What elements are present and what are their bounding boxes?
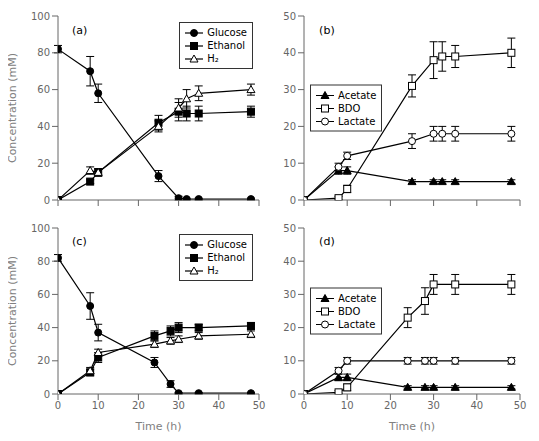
html-text:(a): (a) xyxy=(72,24,88,38)
svg-text:30: 30 xyxy=(283,289,296,300)
svg-text:0: 0 xyxy=(44,389,50,400)
html-text:(b): (b) xyxy=(319,24,335,38)
html-text:BDO: BDO xyxy=(338,305,361,317)
svg-text:Concentration (mM): Concentration (mM) xyxy=(8,256,19,366)
svg-text:60: 60 xyxy=(37,289,50,300)
svg-text:20: 20 xyxy=(283,322,296,333)
svg-text:100: 100 xyxy=(31,11,50,22)
svg-text:40: 40 xyxy=(470,400,483,411)
svg-text:20: 20 xyxy=(37,355,50,366)
html-text:Glucose: Glucose xyxy=(207,27,247,38)
html-text:(d): (d) xyxy=(319,235,335,249)
svg-text:80: 80 xyxy=(37,256,50,267)
svg-text:30: 30 xyxy=(172,400,185,411)
svg-text:0: 0 xyxy=(44,195,50,206)
svg-text:20: 20 xyxy=(384,400,397,411)
svg-text:0: 0 xyxy=(290,389,296,400)
svg-text:40: 40 xyxy=(212,400,225,411)
svg-text:30: 30 xyxy=(283,84,296,95)
svg-text:10: 10 xyxy=(341,400,354,411)
svg-text:10: 10 xyxy=(92,400,105,411)
svg-text:30: 30 xyxy=(427,400,440,411)
svg-text:Time (h): Time (h) xyxy=(388,420,435,432)
svg-text:20: 20 xyxy=(132,400,145,411)
html-text:Acetate: Acetate xyxy=(338,292,377,304)
svg-text:40: 40 xyxy=(283,47,296,58)
svg-text:Concentration (mM): Concentration (mM) xyxy=(8,53,19,163)
html-text:Ethanol: Ethanol xyxy=(207,40,246,51)
svg-text:20: 20 xyxy=(37,158,50,169)
html-text:Glucose: Glucose xyxy=(207,239,247,250)
svg-text:50: 50 xyxy=(514,400,527,411)
svg-text:60: 60 xyxy=(37,84,50,95)
html-text:Ethanol: Ethanol xyxy=(207,252,246,263)
svg-text:20: 20 xyxy=(283,121,296,132)
html-text:Acetate: Acetate xyxy=(338,89,377,101)
html-text:Lactate: Lactate xyxy=(338,318,376,330)
svg-text:50: 50 xyxy=(283,11,296,22)
html-text:H₂: H₂ xyxy=(207,265,219,276)
svg-text:Time (h): Time (h) xyxy=(135,420,182,432)
html-text:(c): (c) xyxy=(72,235,87,249)
svg-text:40: 40 xyxy=(283,256,296,267)
svg-text:100: 100 xyxy=(31,223,50,234)
html-text:Lactate: Lactate xyxy=(338,115,376,127)
svg-text:50: 50 xyxy=(253,400,266,411)
svg-text:0: 0 xyxy=(301,400,307,411)
svg-text:10: 10 xyxy=(283,158,296,169)
svg-text:40: 40 xyxy=(37,121,50,132)
html-text:H₂: H₂ xyxy=(207,53,219,64)
svg-text:0: 0 xyxy=(55,400,61,411)
html-text:BDO: BDO xyxy=(338,102,361,114)
svg-text:10: 10 xyxy=(283,355,296,366)
svg-text:80: 80 xyxy=(37,47,50,58)
svg-text:50: 50 xyxy=(283,223,296,234)
svg-text:40: 40 xyxy=(37,322,50,333)
svg-text:0: 0 xyxy=(290,195,296,206)
